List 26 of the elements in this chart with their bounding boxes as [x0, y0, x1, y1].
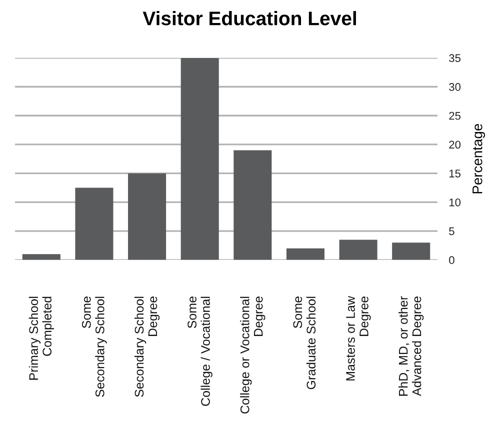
y-axis-title: Percentage — [472, 124, 486, 194]
chart-title: Visitor Education Level — [142, 11, 356, 26]
y-tick-label: 5 — [449, 227, 454, 236]
x-tick-label: Masters or Law Degree — [346, 296, 371, 380]
x-tick-label: Some College / Vocational — [188, 296, 212, 406]
bar — [180, 58, 219, 260]
bar — [22, 254, 60, 260]
bar — [128, 173, 166, 260]
bar — [286, 248, 324, 260]
y-tick-label: 0 — [449, 256, 454, 264]
bar — [75, 188, 114, 260]
y-tick-label: 10 — [449, 198, 461, 206]
bar — [339, 240, 378, 260]
x-tick-label: Secondary School Degree — [134, 296, 160, 397]
y-tick-label: 35 — [449, 54, 461, 62]
y-tick-label: 20 — [449, 140, 461, 149]
x-tick-label: Some Graduate School — [293, 296, 316, 390]
x-tick-label: Primary School Completed — [28, 296, 54, 380]
x-tick-label: Some Secondary School — [82, 296, 107, 397]
x-tick-label: College or Vocational Degree — [240, 296, 266, 414]
x-tick-label: PhD, MD, or other Advanced Degree — [398, 296, 424, 396]
bar — [392, 242, 430, 260]
y-tick-label: 15 — [449, 170, 461, 178]
bar — [234, 150, 272, 260]
y-tick-label: 25 — [449, 112, 461, 120]
y-tick-label: 30 — [449, 83, 461, 91]
